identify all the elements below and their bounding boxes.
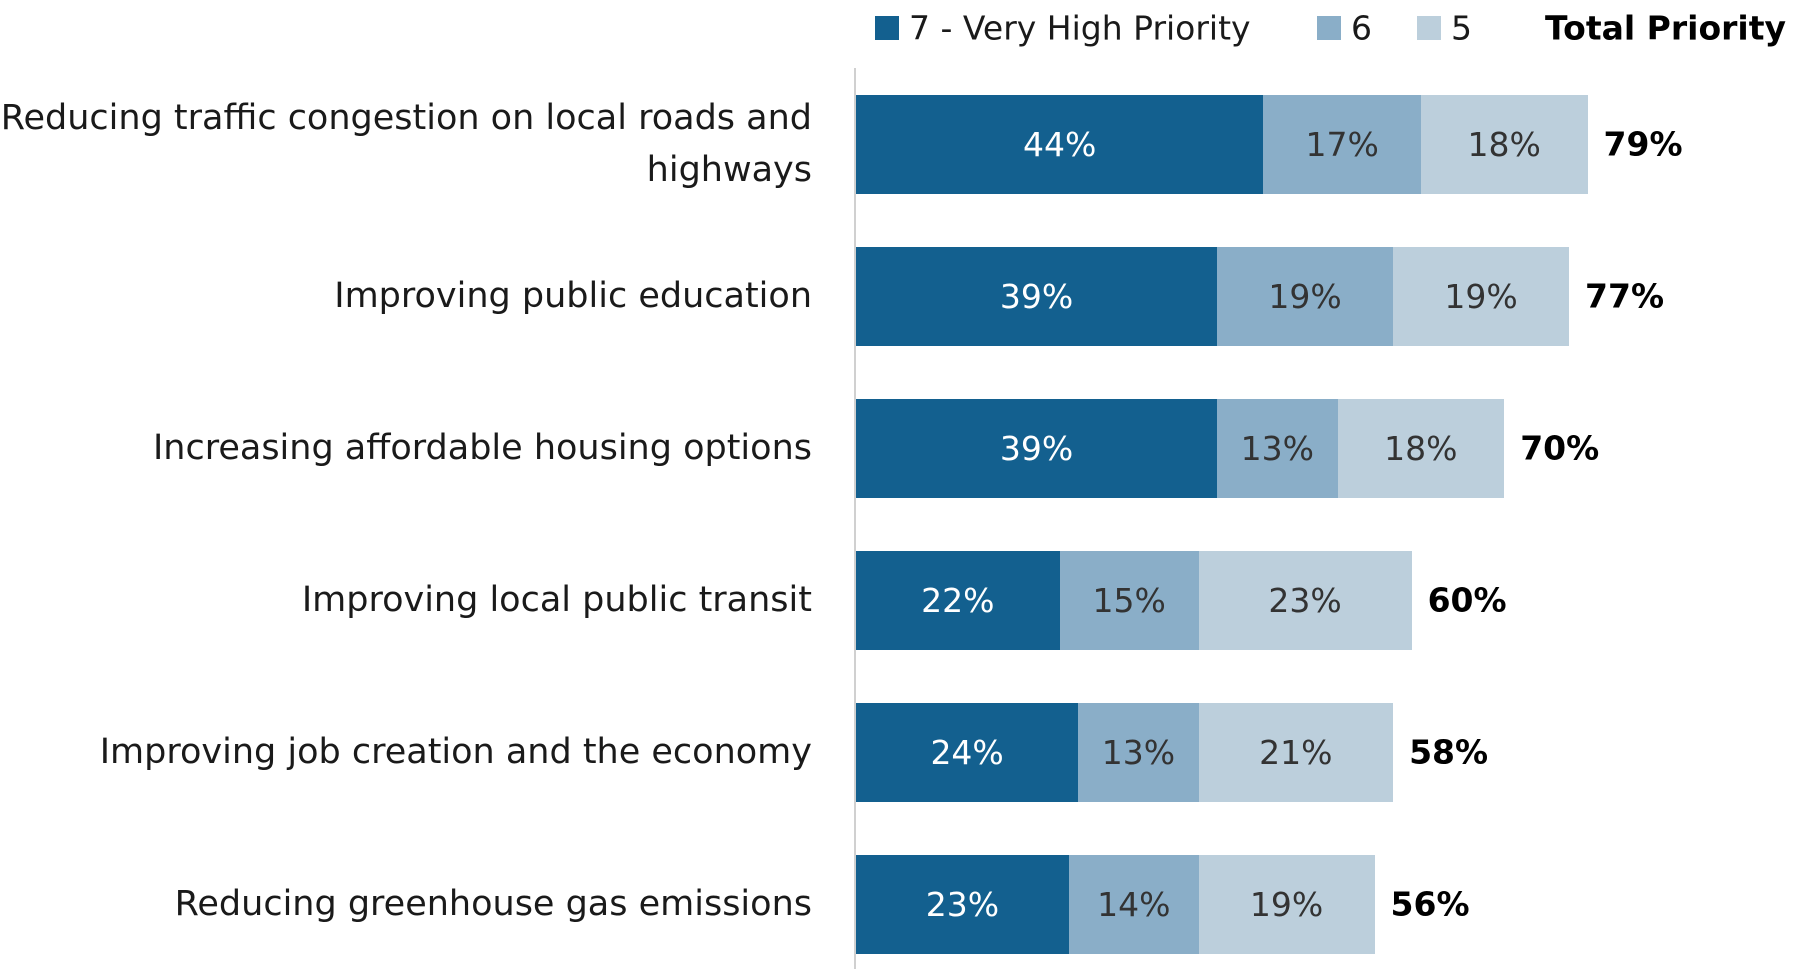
bar-segment: 15% [1059,550,1199,650]
value-label: 21% [1259,732,1333,772]
value-label: 18% [1467,124,1541,164]
bar-segment: 22% [856,550,1060,650]
bar-segment: 44% [856,94,1264,194]
bar-segment: 18% [1420,94,1588,194]
bar-segment: 23% [856,854,1069,954]
category-label: Improving job creation and the economy [99,732,812,772]
legend-label: 5 [1451,8,1472,48]
category-label: Improving local public transit [301,580,812,620]
bar-segment: 13% [1217,398,1338,498]
bar-segment: 19% [1217,246,1394,346]
value-label: 39% [999,428,1074,468]
value-label: 19% [1444,276,1518,316]
value-label: 15% [1092,580,1166,620]
totals-title: Total Priority [1545,8,1786,48]
bar-segment: 21% [1198,702,1394,802]
value-label: 13% [1101,732,1176,772]
total-label: 77% [1585,276,1665,316]
bar-segment: 23% [1198,550,1412,650]
legend-swatch [875,16,899,40]
value-label: 18% [1384,428,1458,468]
value-label: 19% [1249,884,1324,924]
value-label: 24% [930,732,1004,772]
bar-segment: 18% [1337,398,1505,498]
total-label: 60% [1427,580,1507,620]
bar-segment: 14% [1068,854,1199,954]
value-label: 13% [1240,428,1314,468]
total-label: 58% [1409,732,1489,772]
total-label: 79% [1603,124,1683,164]
total-label: 56% [1390,884,1470,924]
category-label: Improving public education [334,276,812,316]
bar-segment: 39% [856,398,1218,498]
bar-segment: 24% [856,702,1079,802]
value-label: 23% [1268,580,1342,620]
legend-label: 6 [1351,8,1372,48]
legend-swatch [1317,16,1341,40]
category-label: Reducing greenhouse gas emissions [174,884,812,924]
value-label: 39% [999,276,1074,316]
category-label: Reducing traffic congestion on local roa… [0,98,812,190]
value-label: 17% [1305,124,1379,164]
value-label: 14% [1097,884,1171,924]
value-label: 19% [1268,276,1342,316]
legend-label: 7 - Very High Priority [909,8,1251,48]
axis-line [854,68,856,969]
value-label: 44% [1023,124,1097,164]
bar-segment: 19% [1393,246,1570,346]
value-label: 23% [925,884,1000,924]
bar-segment: 17% [1263,94,1421,194]
category-label: Increasing affordable housing options [152,428,812,468]
legend-swatch [1417,16,1441,40]
total-label: 70% [1520,428,1600,468]
value-label: 22% [921,580,995,620]
bar-segment: 19% [1198,854,1375,954]
bar-segment: 13% [1078,702,1199,802]
bar-segment: 39% [856,246,1218,346]
